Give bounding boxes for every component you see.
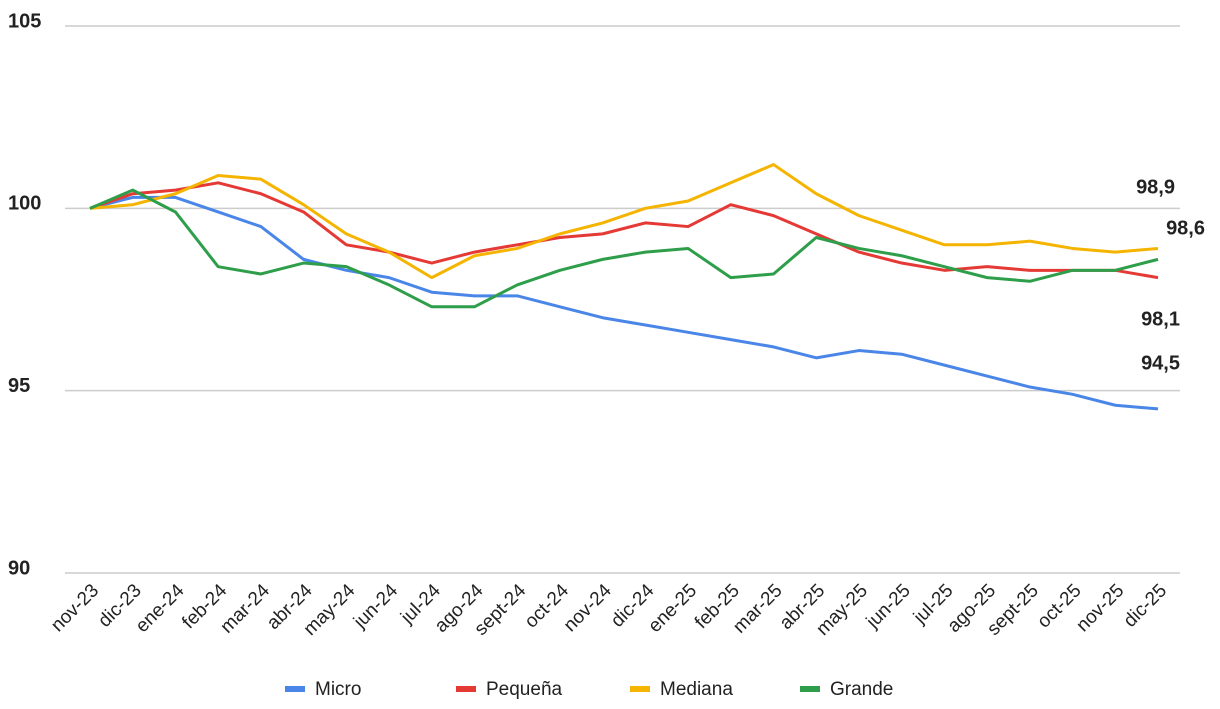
legend-label: Micro xyxy=(315,679,361,700)
x-tick-label: mar-25 xyxy=(729,580,786,637)
data-label: 98,9 xyxy=(1136,176,1175,198)
legend-swatch xyxy=(800,686,820,692)
x-tick-label: mar-24 xyxy=(217,580,275,638)
series-line xyxy=(89,181,1159,280)
y-tick-label: 95 xyxy=(8,375,30,397)
legend-label: Grande xyxy=(830,679,893,700)
y-tick-label: 105 xyxy=(8,10,41,32)
x-tick-label: jun-24 xyxy=(349,580,402,633)
legend-swatch xyxy=(456,686,476,692)
x-tick-label: nov-24 xyxy=(560,580,616,636)
series-line xyxy=(89,163,1159,280)
series-line xyxy=(89,188,1159,309)
x-tick-label: nov-25 xyxy=(1072,580,1128,636)
legend-swatch xyxy=(285,686,305,692)
y-tick-label: 100 xyxy=(8,193,41,215)
x-tick-label: nov-23 xyxy=(47,580,103,636)
x-tick-label: dic-25 xyxy=(1120,580,1171,631)
y-tick-label: 90 xyxy=(8,557,30,579)
legend-swatch xyxy=(630,686,650,692)
series-line xyxy=(89,195,1159,411)
x-tick-label: ene-25 xyxy=(644,580,701,637)
data-label: 94,5 xyxy=(1141,352,1180,374)
legend-label: Pequeña xyxy=(486,679,563,700)
data-label: 98,1 xyxy=(1141,308,1180,330)
data-label: 98,6 xyxy=(1166,217,1205,239)
x-tick-label: ene-24 xyxy=(132,580,189,637)
x-tick-label: jun-25 xyxy=(862,580,915,633)
legend-label: Mediana xyxy=(660,679,733,700)
